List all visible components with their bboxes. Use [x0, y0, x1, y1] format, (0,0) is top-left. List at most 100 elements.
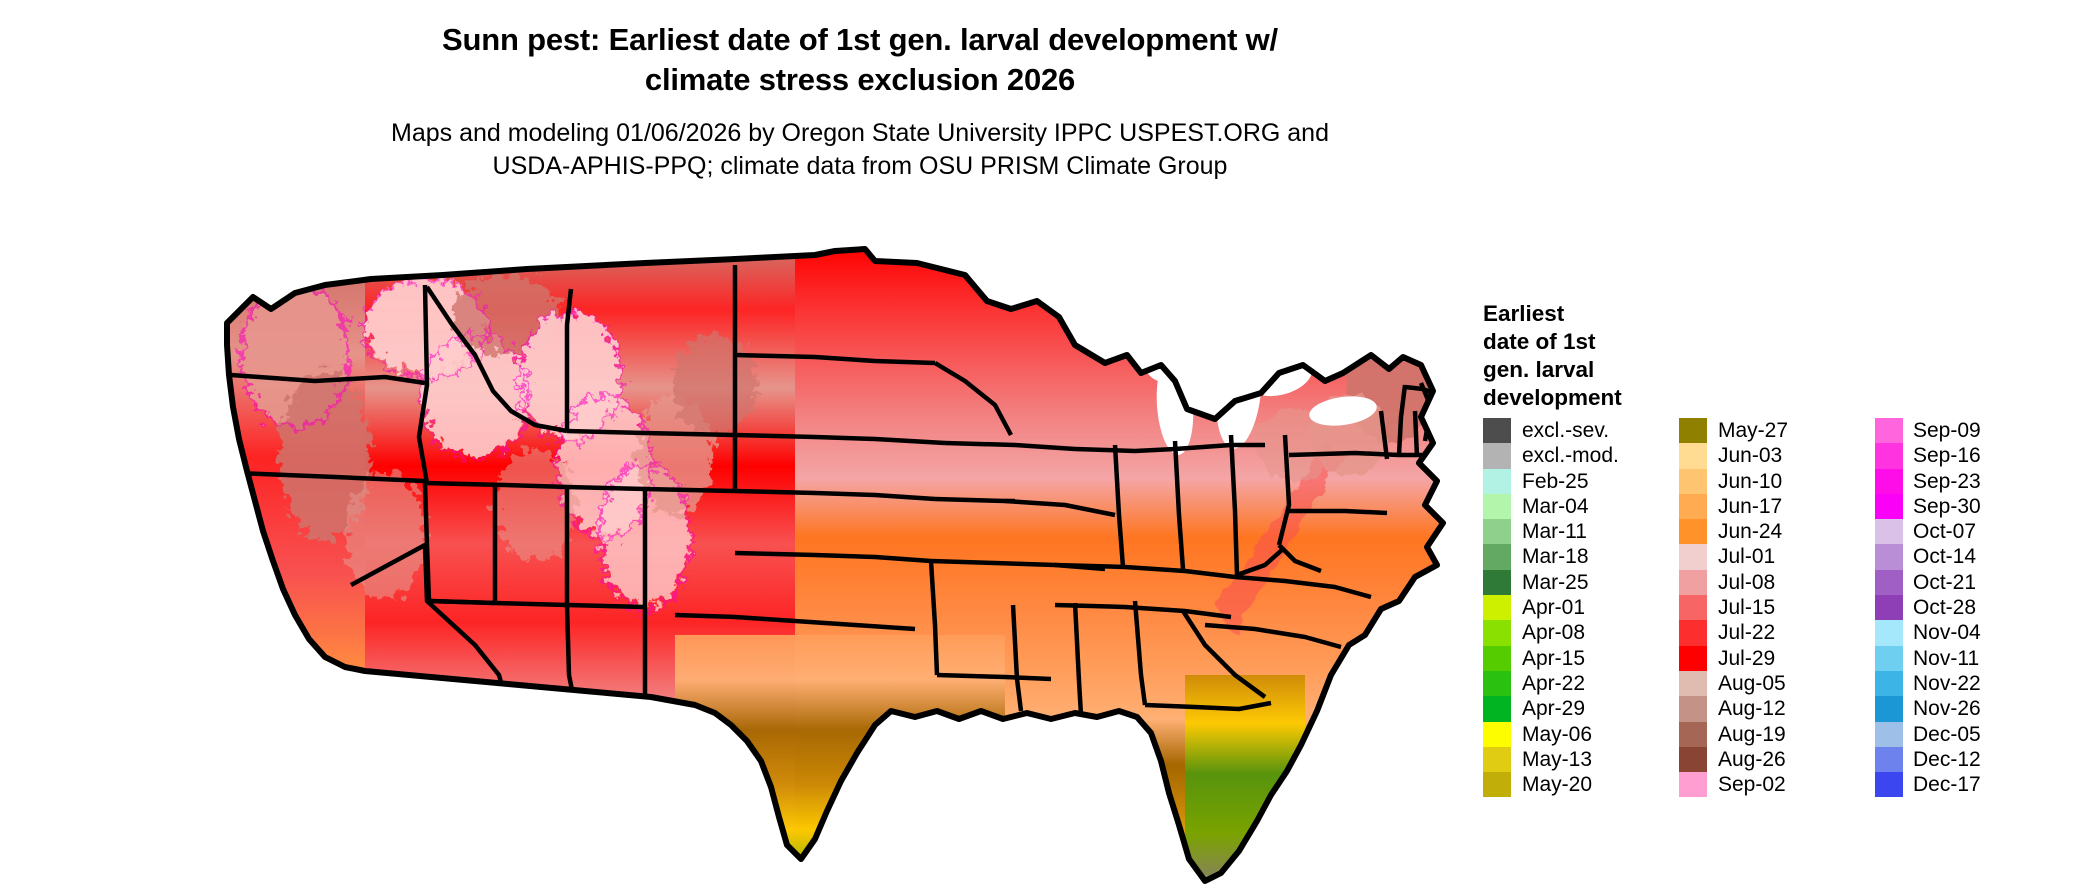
legend-entry[interactable]: Nov-04	[1875, 620, 2071, 646]
legend-entry[interactable]: Aug-19	[1679, 721, 1875, 747]
legend-entry[interactable]: Mar-04	[1483, 493, 1679, 520]
legend-entry[interactable]: Jul-22	[1679, 620, 1875, 646]
legend-swatch	[1679, 443, 1707, 469]
legend-entry[interactable]: May-06	[1483, 721, 1679, 747]
legend-swatch	[1679, 544, 1707, 570]
legend-label: Nov-11	[1913, 646, 1980, 670]
legend-swatch	[1679, 493, 1707, 520]
legend-label: Apr-29	[1522, 697, 1586, 721]
legend-swatch	[1679, 696, 1707, 722]
us-choropleth-map	[175, 205, 1495, 885]
legend-entry[interactable]: Sep-30	[1875, 493, 2071, 520]
legend-entry[interactable]: Apr-29	[1483, 696, 1679, 722]
legend-label: Apr-22	[1522, 671, 1586, 695]
legend-entry[interactable]: Apr-01	[1483, 595, 1679, 621]
legend-column-3: Sep-09 Sep-16 Sep-23 Sep-30 Oct-07 Oct-14 Oct-…	[1875, 418, 2071, 798]
legend-label: Jul-01	[1718, 545, 1776, 569]
legend-entry[interactable]: Mar-25	[1483, 569, 1679, 596]
legend-swatch	[1875, 544, 1903, 570]
legend-swatch	[1483, 468, 1511, 494]
subtitle-block: Maps and modeling 01/06/2026 by Oregon S…	[0, 117, 1720, 184]
legend-swatch	[1679, 670, 1707, 697]
legend-title: Earliest date of 1st gen. larval develop…	[1483, 301, 1622, 411]
legend-entry[interactable]: Oct-21	[1875, 569, 2071, 596]
legend-label: Nov-04	[1913, 621, 1981, 645]
legend-swatch	[1679, 595, 1707, 621]
legend-label: Jun-24	[1718, 520, 1783, 544]
legend-label: excl.-mod.	[1522, 444, 1619, 468]
legend-swatch	[1679, 519, 1707, 545]
legend-entry[interactable]: Mar-11	[1483, 519, 1679, 545]
legend-entry[interactable]: Jun-24	[1679, 519, 1875, 545]
legend-entry[interactable]: Feb-25	[1483, 468, 1679, 494]
legend-swatch	[1679, 746, 1707, 773]
legend-entry[interactable]: May-20	[1483, 772, 1679, 798]
legend-entry[interactable]: Sep-02	[1679, 772, 1875, 798]
legend-entry[interactable]: excl.-sev.	[1483, 418, 1679, 444]
legend-label: Aug-26	[1718, 747, 1786, 771]
legend-entry[interactable]: Aug-12	[1679, 696, 1875, 722]
legend-entry[interactable]: Nov-22	[1875, 670, 2071, 697]
legend-swatch	[1483, 519, 1511, 545]
legend-entry[interactable]: Apr-08	[1483, 620, 1679, 646]
legend-label: excl.-sev.	[1522, 419, 1610, 442]
legend-label: Sep-16	[1913, 444, 1981, 468]
legend-label: Jul-22	[1718, 621, 1776, 645]
legend-entry[interactable]: Mar-18	[1483, 544, 1679, 570]
legend-entry[interactable]: Nov-26	[1875, 696, 2071, 722]
legend-swatch	[1483, 443, 1511, 469]
legend-swatch	[1875, 418, 1903, 444]
page-subtitle: Maps and modeling 01/06/2026 by Oregon S…	[391, 119, 1329, 181]
legend-entry[interactable]: Sep-16	[1875, 443, 2071, 469]
legend-label: Jul-15	[1718, 596, 1776, 620]
legend-entry[interactable]: May-13	[1483, 746, 1679, 773]
legend-swatch	[1679, 468, 1707, 494]
legend-swatch	[1483, 772, 1511, 798]
legend-entry[interactable]: Sep-09	[1875, 418, 2071, 444]
legend-swatch	[1875, 772, 1903, 798]
national-boundary	[224, 246, 1446, 884]
legend-swatch	[1483, 620, 1511, 646]
legend-entry[interactable]: Dec-05	[1875, 721, 2071, 747]
legend-label: Oct-21	[1913, 570, 1977, 594]
legend-label: Jun-10	[1718, 469, 1783, 493]
legend-entry[interactable]: Jul-15	[1679, 595, 1875, 621]
legend-entry[interactable]: Dec-17	[1875, 772, 2071, 798]
legend-entry[interactable]: Apr-15	[1483, 645, 1679, 671]
legend-swatch	[1483, 721, 1511, 747]
legend-entry[interactable]: Apr-22	[1483, 670, 1679, 697]
legend-label: Dec-17	[1913, 773, 1981, 797]
legend-entry[interactable]: Jul-08	[1679, 569, 1875, 596]
legend-entry[interactable]: Jul-01	[1679, 544, 1875, 570]
legend-label: Oct-28	[1913, 596, 1977, 620]
legend-columns: excl.-sev. excl.-mod. Feb-25 Mar-04 Mar-11 Ma…	[1483, 418, 2071, 798]
legend-swatch	[1483, 746, 1511, 773]
legend-entry[interactable]: Aug-26	[1679, 746, 1875, 773]
legend-swatch	[1483, 569, 1511, 596]
legend-entry[interactable]: Oct-14	[1875, 544, 2071, 570]
legend-label: Sep-23	[1913, 469, 1981, 493]
legend-label: Apr-08	[1522, 621, 1586, 645]
legend-label: Feb-25	[1522, 469, 1589, 493]
legend-entry[interactable]: Jun-10	[1679, 468, 1875, 494]
legend-swatch	[1875, 519, 1903, 545]
map-figure	[175, 205, 1495, 885]
legend-entry[interactable]: Oct-07	[1875, 519, 2071, 545]
legend-label: Sep-02	[1718, 773, 1786, 797]
legend-entry[interactable]: May-27	[1679, 418, 1875, 444]
legend-entry[interactable]: Oct-28	[1875, 595, 2071, 621]
legend-entry[interactable]: Jul-29	[1679, 645, 1875, 671]
legend-entry[interactable]: Sep-23	[1875, 468, 2071, 494]
legend-swatch	[1875, 468, 1903, 494]
legend-entry[interactable]: Aug-05	[1679, 670, 1875, 697]
legend-label: Oct-07	[1913, 520, 1977, 544]
legend-entry[interactable]: Jun-17	[1679, 493, 1875, 520]
legend-entry[interactable]: Jun-03	[1679, 443, 1875, 469]
legend-label: Aug-12	[1718, 697, 1786, 721]
legend-label: May-20	[1522, 773, 1593, 797]
legend-entry[interactable]: excl.-mod.	[1483, 443, 1679, 469]
legend-entry[interactable]: Dec-12	[1875, 746, 2071, 773]
legend-label: Apr-15	[1522, 646, 1586, 670]
legend-label: May-27	[1718, 419, 1789, 442]
legend-entry[interactable]: Nov-11	[1875, 645, 2071, 671]
